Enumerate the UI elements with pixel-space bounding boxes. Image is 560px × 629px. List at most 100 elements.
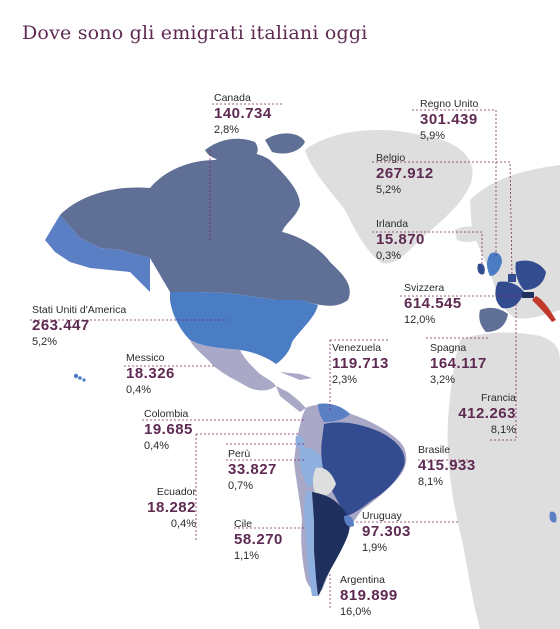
ecuador-shape xyxy=(295,435,305,449)
label-value: 819.899 xyxy=(340,587,398,604)
label-value: 614.545 xyxy=(404,295,462,312)
leader-belgio-drop xyxy=(496,161,513,277)
label-value: 267.912 xyxy=(376,165,434,182)
mexico-shape xyxy=(190,340,276,391)
canada-shape xyxy=(60,152,350,306)
venezuela-shape xyxy=(318,403,350,422)
label-percent: 5,9% xyxy=(420,130,446,142)
label-name: Cile xyxy=(234,518,253,530)
bolivia-shape xyxy=(313,467,336,497)
colombia-shape xyxy=(299,406,320,440)
greenland-shape xyxy=(305,130,473,264)
label-percent: 8,1% xyxy=(490,424,516,436)
leader-regno-unito xyxy=(412,109,497,256)
irlanda-shape xyxy=(477,263,485,275)
label-value: 19.685 xyxy=(144,421,193,438)
label-svizzera: Svizzera 614.545 12,0% xyxy=(404,282,462,327)
label-value: 97.303 xyxy=(362,523,411,540)
label-peru: Perù 33.827 0,7% xyxy=(228,448,277,493)
label-name: Belgio xyxy=(376,152,406,164)
label-brasile: Brasile 415.933 8,1% xyxy=(418,444,476,489)
label-name: Regno Unito xyxy=(420,98,479,110)
spagna-shape xyxy=(479,307,508,332)
uruguay-shape xyxy=(344,515,354,527)
belgio-shape xyxy=(508,274,516,282)
label-name: Stati Uniti d'America xyxy=(32,304,127,316)
label-name: Francia xyxy=(480,392,516,404)
label-name: Venezuela xyxy=(332,342,382,354)
peru-shape xyxy=(299,447,324,488)
label-name: Argentina xyxy=(340,574,385,586)
label-stati-uniti: Stati Uniti d'America 263.447 5,2% xyxy=(32,304,126,349)
label-cile: Cile 58.270 1,1% xyxy=(234,518,283,563)
label-value: 412.263 xyxy=(458,405,516,422)
label-messico: Messico 18.326 0,4% xyxy=(126,352,175,397)
label-value: 263.447 xyxy=(32,317,90,334)
leader-francia xyxy=(490,300,517,441)
label-percent: 5,2% xyxy=(376,184,402,196)
label-name: Uruguay xyxy=(362,510,402,522)
label-value: 415.933 xyxy=(418,457,476,474)
alaska-shape xyxy=(45,215,150,292)
label-value: 18.326 xyxy=(126,365,175,382)
label-francia: Francia 412.263 8,1% xyxy=(456,392,516,437)
label-percent: 3,2% xyxy=(430,374,456,386)
label-belgio: Belgio 267.912 5,2% xyxy=(376,152,434,197)
usa-shape xyxy=(170,292,318,364)
label-name: Irlanda xyxy=(376,218,409,230)
francia-shape xyxy=(495,281,524,309)
label-value: 18.282 xyxy=(147,499,196,516)
label-percent: 5,2% xyxy=(32,336,58,348)
label-name: Perù xyxy=(228,448,251,460)
label-regno-unito: Regno Unito 301.439 5,9% xyxy=(420,98,478,143)
label-value: 301.439 xyxy=(420,111,478,128)
central-america-shape xyxy=(276,386,306,412)
germania-shape xyxy=(515,260,546,290)
label-value: 140.734 xyxy=(214,105,272,122)
label-percent: 1,9% xyxy=(362,542,388,554)
label-argentina: Argentina 819.899 16,0% xyxy=(340,574,398,619)
regno-unito-shape xyxy=(487,252,502,276)
label-name: Messico xyxy=(126,352,165,364)
arctic-islands-shape xyxy=(205,138,258,162)
leader-irlanda xyxy=(372,231,483,264)
caribbean-shape xyxy=(280,372,312,380)
label-name: Spagna xyxy=(430,342,467,354)
label-value: 33.827 xyxy=(228,461,277,478)
label-percent: 1,1% xyxy=(234,550,260,562)
label-value: 119.713 xyxy=(332,355,389,372)
island-shape xyxy=(549,511,557,523)
label-percent: 0,4% xyxy=(170,518,196,530)
leader-lines xyxy=(30,103,520,608)
label-irlanda: Irlanda 15.870 0,3% xyxy=(376,218,425,263)
label-percent: 0,4% xyxy=(126,384,152,396)
argentina-shape xyxy=(312,492,350,596)
label-ecuador: Ecuador 18.282 0,4% xyxy=(132,486,196,531)
label-name: Canada xyxy=(214,92,251,104)
brasile-shape xyxy=(321,422,405,516)
label-percent: 2,3% xyxy=(332,374,358,386)
label-name: Colombia xyxy=(144,408,189,420)
arctic-islands-shape-2 xyxy=(265,133,305,154)
cile-shape xyxy=(304,490,318,596)
label-venezuela: Venezuela 119.713 2,3% xyxy=(332,342,389,387)
label-value: 164.117 xyxy=(430,355,487,372)
label-canada: Canada 140.734 2,8% xyxy=(214,92,272,137)
label-percent: 8,1% xyxy=(418,476,444,488)
label-percent: 0,4% xyxy=(144,440,170,452)
label-name: Ecuador xyxy=(156,486,196,498)
label-value: 58.270 xyxy=(234,531,283,548)
svizzera-shape xyxy=(522,292,534,298)
map-title: Dove sono gli emigrati italiani oggi xyxy=(22,22,368,44)
label-percent: 0,3% xyxy=(376,250,402,262)
africa-shape xyxy=(447,332,560,629)
label-spagna: Spagna 164.117 3,2% xyxy=(430,342,487,387)
label-name: Svizzera xyxy=(404,282,445,294)
label-percent: 0,7% xyxy=(228,480,254,492)
label-value: 15.870 xyxy=(376,231,425,248)
label-uruguay: Uruguay 97.303 1,9% xyxy=(362,510,411,555)
label-colombia: Colombia 19.685 0,4% xyxy=(144,408,193,453)
label-percent: 16,0% xyxy=(340,606,372,618)
italia-shape xyxy=(532,296,556,322)
